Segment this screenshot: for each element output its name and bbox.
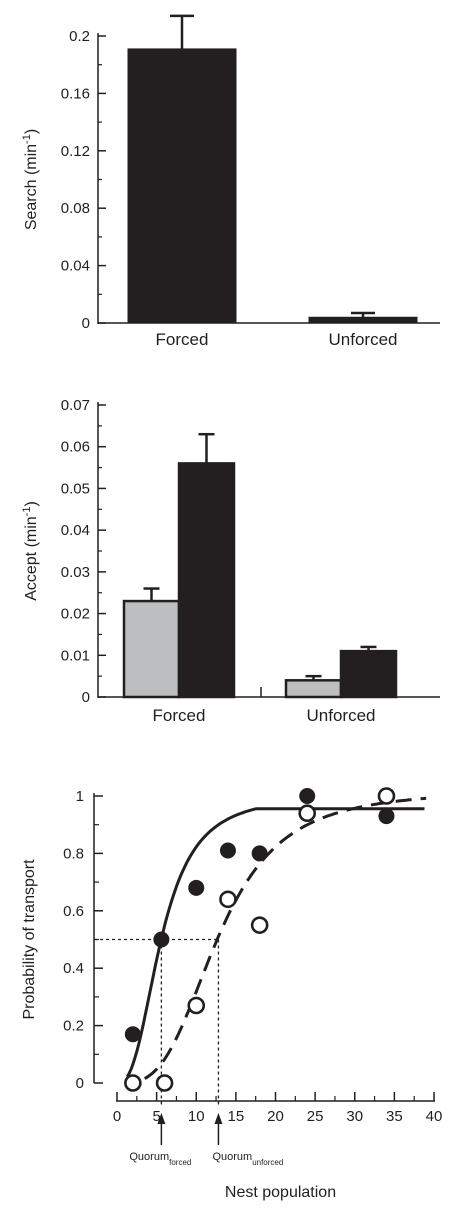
search-bar-chart: 0 0.04 0.08 0.12 0.16 0.2 Search (min-1) Forced…	[21, 14, 440, 349]
x-category-label: Forced	[153, 706, 206, 725]
point-unforced	[155, 1074, 174, 1092]
fit-curve-forced	[125, 807, 425, 1078]
x-tick-label: 25	[307, 1108, 324, 1125]
point-unforced	[250, 916, 269, 934]
x-tick-label: 20	[267, 1108, 284, 1125]
transport-probability-chart: 0 0.2 0.4 0.6 0.8 1 Probability of transport 0 5…	[21, 787, 443, 1201]
bar-unforced-black	[339, 649, 398, 699]
x-tick-label: 15	[228, 1108, 245, 1125]
y-tick-label: 0.03	[61, 564, 90, 581]
y-tick-label: 0	[82, 689, 90, 706]
x-axis-label: Nest population	[225, 1184, 336, 1201]
y-axis-label: Search (min-1)	[21, 129, 40, 230]
y-tick-label: 0.2	[69, 28, 90, 45]
quorum-label: Quorumunforced	[212, 1151, 283, 1167]
point-unforced	[124, 1074, 142, 1092]
y-tick-label: 0.04	[61, 258, 90, 275]
point-forced	[251, 845, 268, 862]
point-unforced	[298, 804, 317, 823]
x-tick-label: 40	[426, 1108, 443, 1125]
quorum-arrow-head	[214, 1113, 223, 1124]
y-tick-label: 0.8	[63, 845, 84, 862]
y-tick-label: 0.08	[61, 200, 90, 217]
point-unforced	[377, 787, 396, 805]
y-tick-label: 0.16	[61, 85, 90, 102]
quorum-label: Quorumforced	[129, 1151, 191, 1167]
x-tick-label: 5	[152, 1108, 160, 1125]
fit-curve-unforced	[143, 796, 427, 1080]
point-unforced	[187, 996, 206, 1015]
x-category-label: Forced	[156, 330, 209, 349]
y-tick-label: 0.06	[61, 439, 90, 456]
point-forced	[299, 788, 316, 804]
y-tick-label: 0.07	[61, 397, 90, 414]
y-tick-label: 1	[76, 788, 84, 805]
point-forced	[124, 1026, 141, 1043]
point-forced	[378, 808, 395, 825]
accept-bar-chart: 0 0.01 0.02 0.03 0.04 0.05 0.06 0.07 Accept (min…	[21, 397, 440, 725]
y-tick-label: 0.6	[63, 903, 84, 920]
x-category-label: Unforced	[329, 330, 398, 349]
bar-forced-black	[177, 462, 236, 699]
point-forced	[188, 879, 205, 896]
x-category-label: Unforced	[307, 706, 376, 725]
y-tick-label: 0.02	[61, 606, 90, 623]
bar-unforced	[308, 316, 418, 324]
y-tick-label: 0.4	[63, 960, 84, 977]
bar-forced-grey	[122, 599, 181, 699]
y-tick-label: 0.05	[61, 480, 90, 497]
bar-forced	[127, 48, 237, 324]
y-tick-label: 0	[82, 315, 90, 332]
bar-unforced-grey	[284, 679, 343, 699]
x-tick-label: 10	[188, 1108, 205, 1125]
y-tick-label: 0.04	[61, 522, 90, 539]
point-unforced	[219, 890, 237, 909]
x-tick-label: 35	[386, 1108, 403, 1125]
y-tick-label: 0.12	[61, 143, 90, 160]
y-tick-label: 0	[76, 1075, 84, 1092]
y-axis-label: Accept (min-1)	[21, 501, 40, 601]
point-forced	[153, 931, 170, 948]
x-tick-label: 30	[346, 1108, 363, 1125]
x-tick-label: 0	[113, 1108, 121, 1125]
point-forced	[219, 842, 236, 859]
y-axis-label: Probability of transport	[21, 859, 38, 1020]
y-tick-label: 0.2	[63, 1018, 84, 1035]
quorum-arrow-head	[157, 1113, 166, 1124]
y-tick-label: 0.01	[61, 647, 90, 664]
